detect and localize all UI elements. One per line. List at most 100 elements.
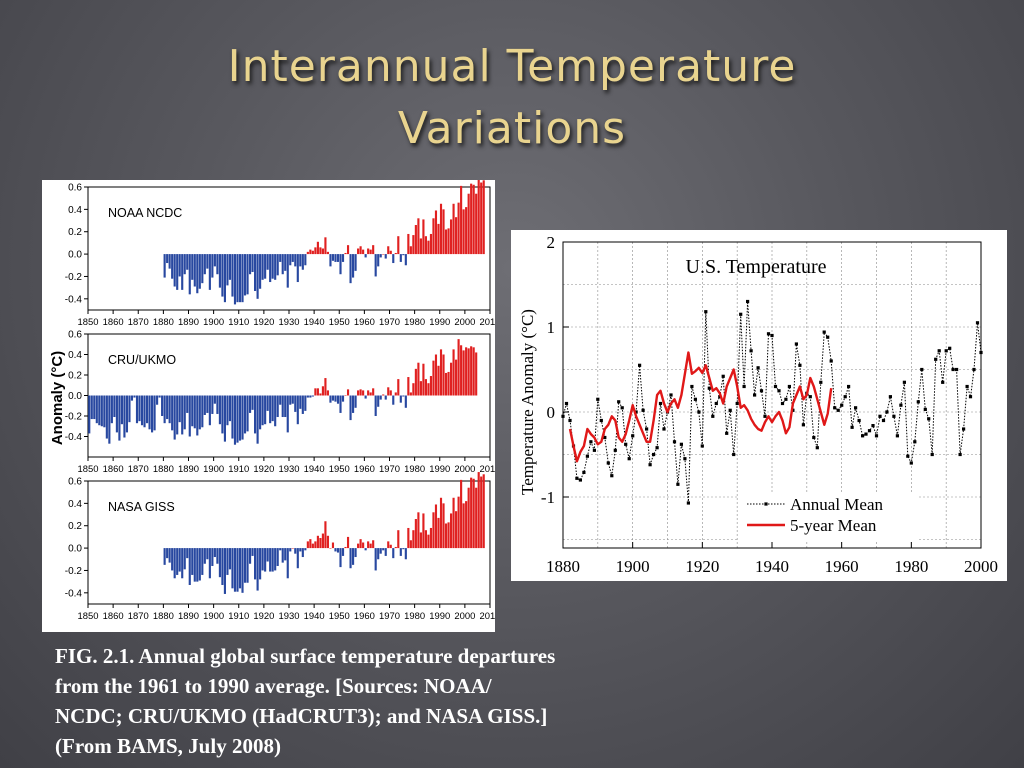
anomaly-bar <box>259 548 262 580</box>
anomaly-bar <box>191 254 194 280</box>
anomaly-bar <box>143 395 146 428</box>
us-temperature-panel: 2 1 0 -1 1880 1900 1920 1940 1960 1980 2000 U.S. Te… <box>511 230 1007 581</box>
anomaly-bar <box>362 542 365 549</box>
anomaly-bar <box>339 395 342 413</box>
y-tick-label: 0.6 <box>68 330 82 341</box>
anomaly-bar <box>402 395 405 397</box>
annual-mean-point <box>759 389 764 393</box>
anomaly-bar <box>311 250 314 255</box>
anomaly-bar <box>324 378 327 396</box>
anomaly-bar <box>467 348 470 396</box>
anomaly-bar <box>266 548 269 562</box>
anomaly-bar <box>414 519 417 549</box>
anomaly-bar <box>457 339 460 396</box>
anomaly-bar <box>314 388 317 396</box>
anomaly-bar <box>364 395 367 399</box>
annual-mean-point <box>895 434 899 438</box>
y-tick-label: 2 <box>547 233 556 252</box>
annual-mean-point <box>847 384 851 389</box>
annual-mean-point <box>592 448 596 452</box>
anomaly-bar <box>341 548 345 556</box>
anomaly-bar <box>346 536 350 549</box>
annual-mean-point <box>798 363 802 367</box>
annual-mean-point <box>812 435 816 440</box>
anomaly-bar <box>279 254 282 262</box>
anomaly-bar <box>284 254 287 271</box>
annual-mean-point <box>669 393 673 397</box>
annual-mean-point <box>645 427 649 431</box>
anomaly-bar <box>163 548 166 565</box>
anomaly-bar <box>382 254 385 255</box>
anomaly-bar <box>409 392 412 396</box>
anomaly-bar <box>339 254 342 275</box>
anomaly-bar <box>352 254 355 278</box>
anomaly-bar <box>241 548 244 593</box>
anomaly-bar <box>452 497 455 549</box>
anomaly-bar <box>369 392 372 396</box>
anomaly-bar <box>236 395 239 443</box>
x-tick-label: 1980 <box>404 317 425 328</box>
x-tick-label: 1930 <box>279 611 300 622</box>
anomaly-bar <box>392 395 395 405</box>
x-tick-label: 1890 <box>178 611 199 622</box>
anomaly-bar <box>377 548 380 560</box>
anomaly-bar <box>246 395 249 432</box>
annual-mean-point <box>965 384 969 389</box>
anomaly-bar <box>442 209 445 255</box>
anomaly-bar <box>226 548 229 575</box>
anomaly-bar <box>457 202 460 255</box>
anomaly-bar <box>163 254 166 278</box>
annual-mean-point <box>916 400 920 404</box>
anomaly-bar <box>455 359 458 396</box>
annual-mean-point <box>728 408 732 412</box>
anomaly-bar <box>387 246 390 255</box>
title-line-1: Interannual Temperature <box>227 41 797 92</box>
anomaly-bar <box>306 251 309 255</box>
anomaly-bar <box>286 254 289 288</box>
annual-mean-point <box>867 429 872 433</box>
annual-mean-point <box>617 400 621 404</box>
anomaly-bar <box>216 548 219 564</box>
anomaly-bar <box>432 218 435 255</box>
anomaly-bar <box>475 487 478 549</box>
annual-mean-point <box>596 397 600 401</box>
anomaly-bar <box>472 184 475 255</box>
anomaly-bar <box>299 254 302 267</box>
anomaly-bar <box>276 254 279 276</box>
annual-mean-point <box>613 448 617 452</box>
anomaly-bar <box>367 248 370 255</box>
anomaly-bar <box>98 395 101 426</box>
y-tick-label: 0.0 <box>68 250 82 261</box>
anomaly-bar <box>93 395 96 420</box>
anomaly-bar <box>299 395 302 409</box>
anomaly-bar <box>231 548 234 589</box>
annual-mean-point <box>749 349 753 353</box>
x-tick-label: 1970 <box>379 317 400 328</box>
anomaly-bar <box>311 395 314 397</box>
anomaly-bar <box>477 178 480 255</box>
anomaly-bar <box>326 390 330 396</box>
anomaly-bar <box>470 346 473 396</box>
anomaly-bar <box>462 350 465 396</box>
annual-mean-point <box>725 431 729 435</box>
anomaly-bar <box>246 254 249 295</box>
anomaly-bar <box>274 254 277 280</box>
x-tick-label: 2000 <box>454 464 475 475</box>
anomaly-bar <box>314 247 317 255</box>
anomaly-bar <box>201 395 204 428</box>
anomaly-bar <box>301 254 304 270</box>
anomaly-bar <box>218 548 221 578</box>
anomaly-bar <box>407 377 410 396</box>
anomaly-bar <box>465 347 468 396</box>
anomaly-bar <box>455 217 458 255</box>
annual-mean-point <box>711 414 715 418</box>
anomaly-bar <box>336 254 340 262</box>
annual-mean-point <box>909 461 913 465</box>
anomaly-bar <box>452 349 455 396</box>
annual-mean-point <box>766 332 771 336</box>
anomaly-bar <box>407 527 410 549</box>
anomaly-bar <box>480 182 483 255</box>
anomaly-bar <box>349 254 352 284</box>
anomaly-bar <box>301 395 304 414</box>
anomaly-bar <box>216 395 219 414</box>
